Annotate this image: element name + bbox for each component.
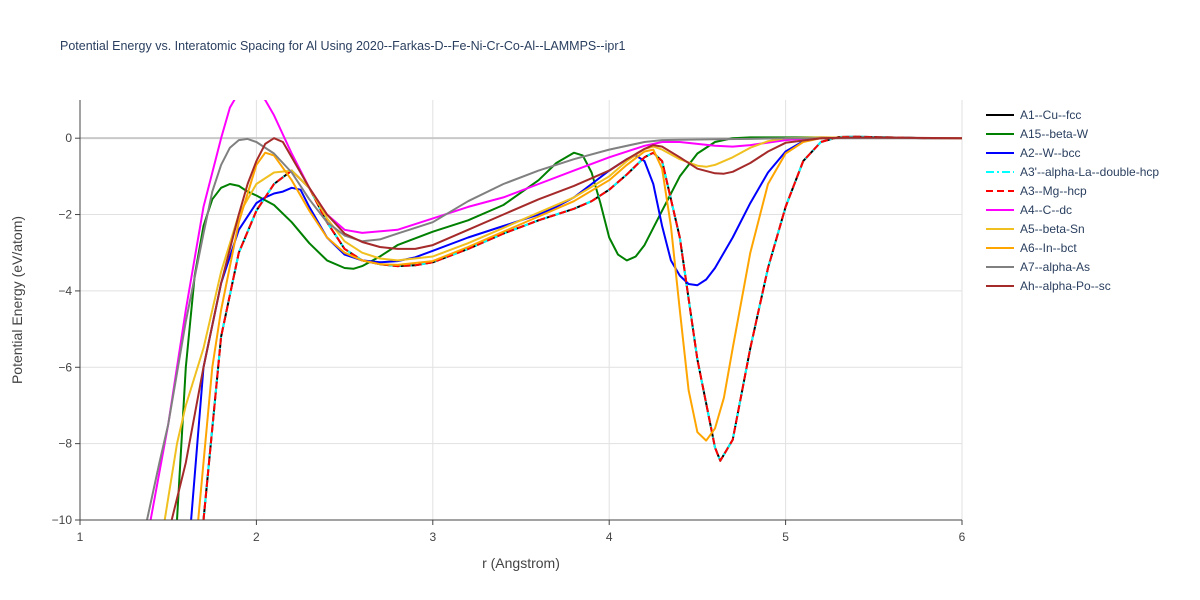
y-axis-ticks: −10 −8 −6 −4 −2 0 <box>52 131 80 527</box>
x-tick-label: 5 <box>782 530 789 544</box>
y-tick-label: −8 <box>58 437 72 451</box>
y-tick-label: −10 <box>52 513 73 527</box>
legend-label: A1--Cu--fcc <box>1020 108 1081 122</box>
y-tick-label: 0 <box>65 131 72 145</box>
legend-label: A5--beta-Sn <box>1020 222 1085 236</box>
x-tick-label: 3 <box>429 530 436 544</box>
legend-label: A15--beta-W <box>1020 127 1089 141</box>
legend-label: Ah--alpha-Po--sc <box>1020 279 1111 293</box>
x-tick-label: 4 <box>606 530 613 544</box>
series-line-9 <box>146 137 962 520</box>
y-tick-label: −4 <box>58 284 72 298</box>
series-line-7 <box>163 136 962 520</box>
legend-label: A3'--alpha-La--double-hcp <box>1020 165 1159 179</box>
y-axis-title: Potential Energy (eV/atom) <box>9 216 25 384</box>
legend-label: A6--In--bct <box>1020 241 1077 255</box>
x-tick-label: 6 <box>959 530 966 544</box>
legend-label: A7--alpha-As <box>1020 260 1090 274</box>
legend: A1--Cu--fcc A15--beta-W A2--W--bcc A3'--alp… <box>986 108 1159 293</box>
y-tick-label: −2 <box>58 208 72 222</box>
x-axis-ticks: 1 2 3 4 5 6 <box>77 520 966 544</box>
chart-title: Potential Energy vs. Interatomic Spacing… <box>60 39 625 53</box>
legend-label: A2--W--bcc <box>1020 146 1080 160</box>
series-line-6 <box>149 100 962 520</box>
series-line-2 <box>176 136 962 520</box>
x-axis-title: r (Angstrom) <box>482 555 560 571</box>
x-tick-label: 1 <box>77 530 84 544</box>
series-line-10 <box>170 136 962 520</box>
x-tick-label: 2 <box>253 530 260 544</box>
legend-label: A3--Mg--hcp <box>1020 184 1087 198</box>
y-tick-label: −6 <box>58 360 72 374</box>
legend-label: A4--C--dc <box>1020 203 1072 217</box>
series-layer <box>146 100 962 520</box>
series-line-8 <box>197 136 962 520</box>
